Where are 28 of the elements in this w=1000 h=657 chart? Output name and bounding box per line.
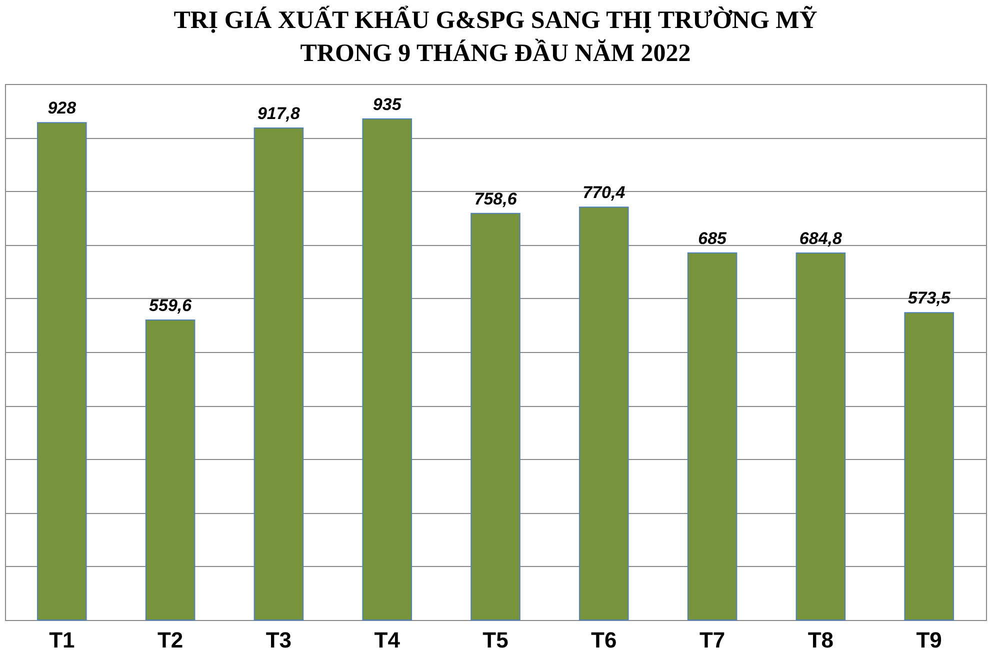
bar bbox=[904, 312, 954, 620]
bar bbox=[37, 122, 87, 620]
x-tick-label: T7 bbox=[699, 628, 726, 652]
bar bbox=[687, 252, 738, 620]
data-label: 928 bbox=[48, 98, 77, 118]
bar bbox=[579, 206, 629, 620]
x-tick-label: T5 bbox=[482, 628, 508, 652]
x-tick-label: T3 bbox=[266, 628, 292, 652]
x-tick-label: T1 bbox=[49, 628, 75, 652]
data-label: 758,6 bbox=[474, 189, 518, 208]
bar bbox=[254, 128, 304, 620]
chart-title: TRỊ GIÁ XUẤT KHẨU G&SPG SANG THỊ TRƯỜNG MỸ TRONG 9 THÁNG ĐẦU NĂM 2022 bbox=[174, 5, 818, 67]
bar bbox=[796, 252, 846, 620]
data-label: 770,4 bbox=[582, 183, 626, 202]
data-label: 685 bbox=[698, 228, 728, 248]
data-label: 559,6 bbox=[149, 296, 192, 316]
data-label: 917,8 bbox=[257, 104, 301, 124]
x-tick-label: T4 bbox=[374, 628, 401, 652]
bar bbox=[470, 212, 520, 620]
data-label: 684,8 bbox=[799, 228, 843, 248]
x-tick-label: T6 bbox=[591, 628, 617, 652]
bar bbox=[362, 118, 412, 620]
x-tick-label: T2 bbox=[157, 628, 184, 652]
data-label: 573,5 bbox=[908, 288, 951, 308]
x-tick-label: T9 bbox=[916, 628, 942, 652]
data-label: 935 bbox=[372, 94, 402, 114]
x-tick-label: T8 bbox=[808, 628, 834, 652]
bar bbox=[145, 320, 196, 620]
